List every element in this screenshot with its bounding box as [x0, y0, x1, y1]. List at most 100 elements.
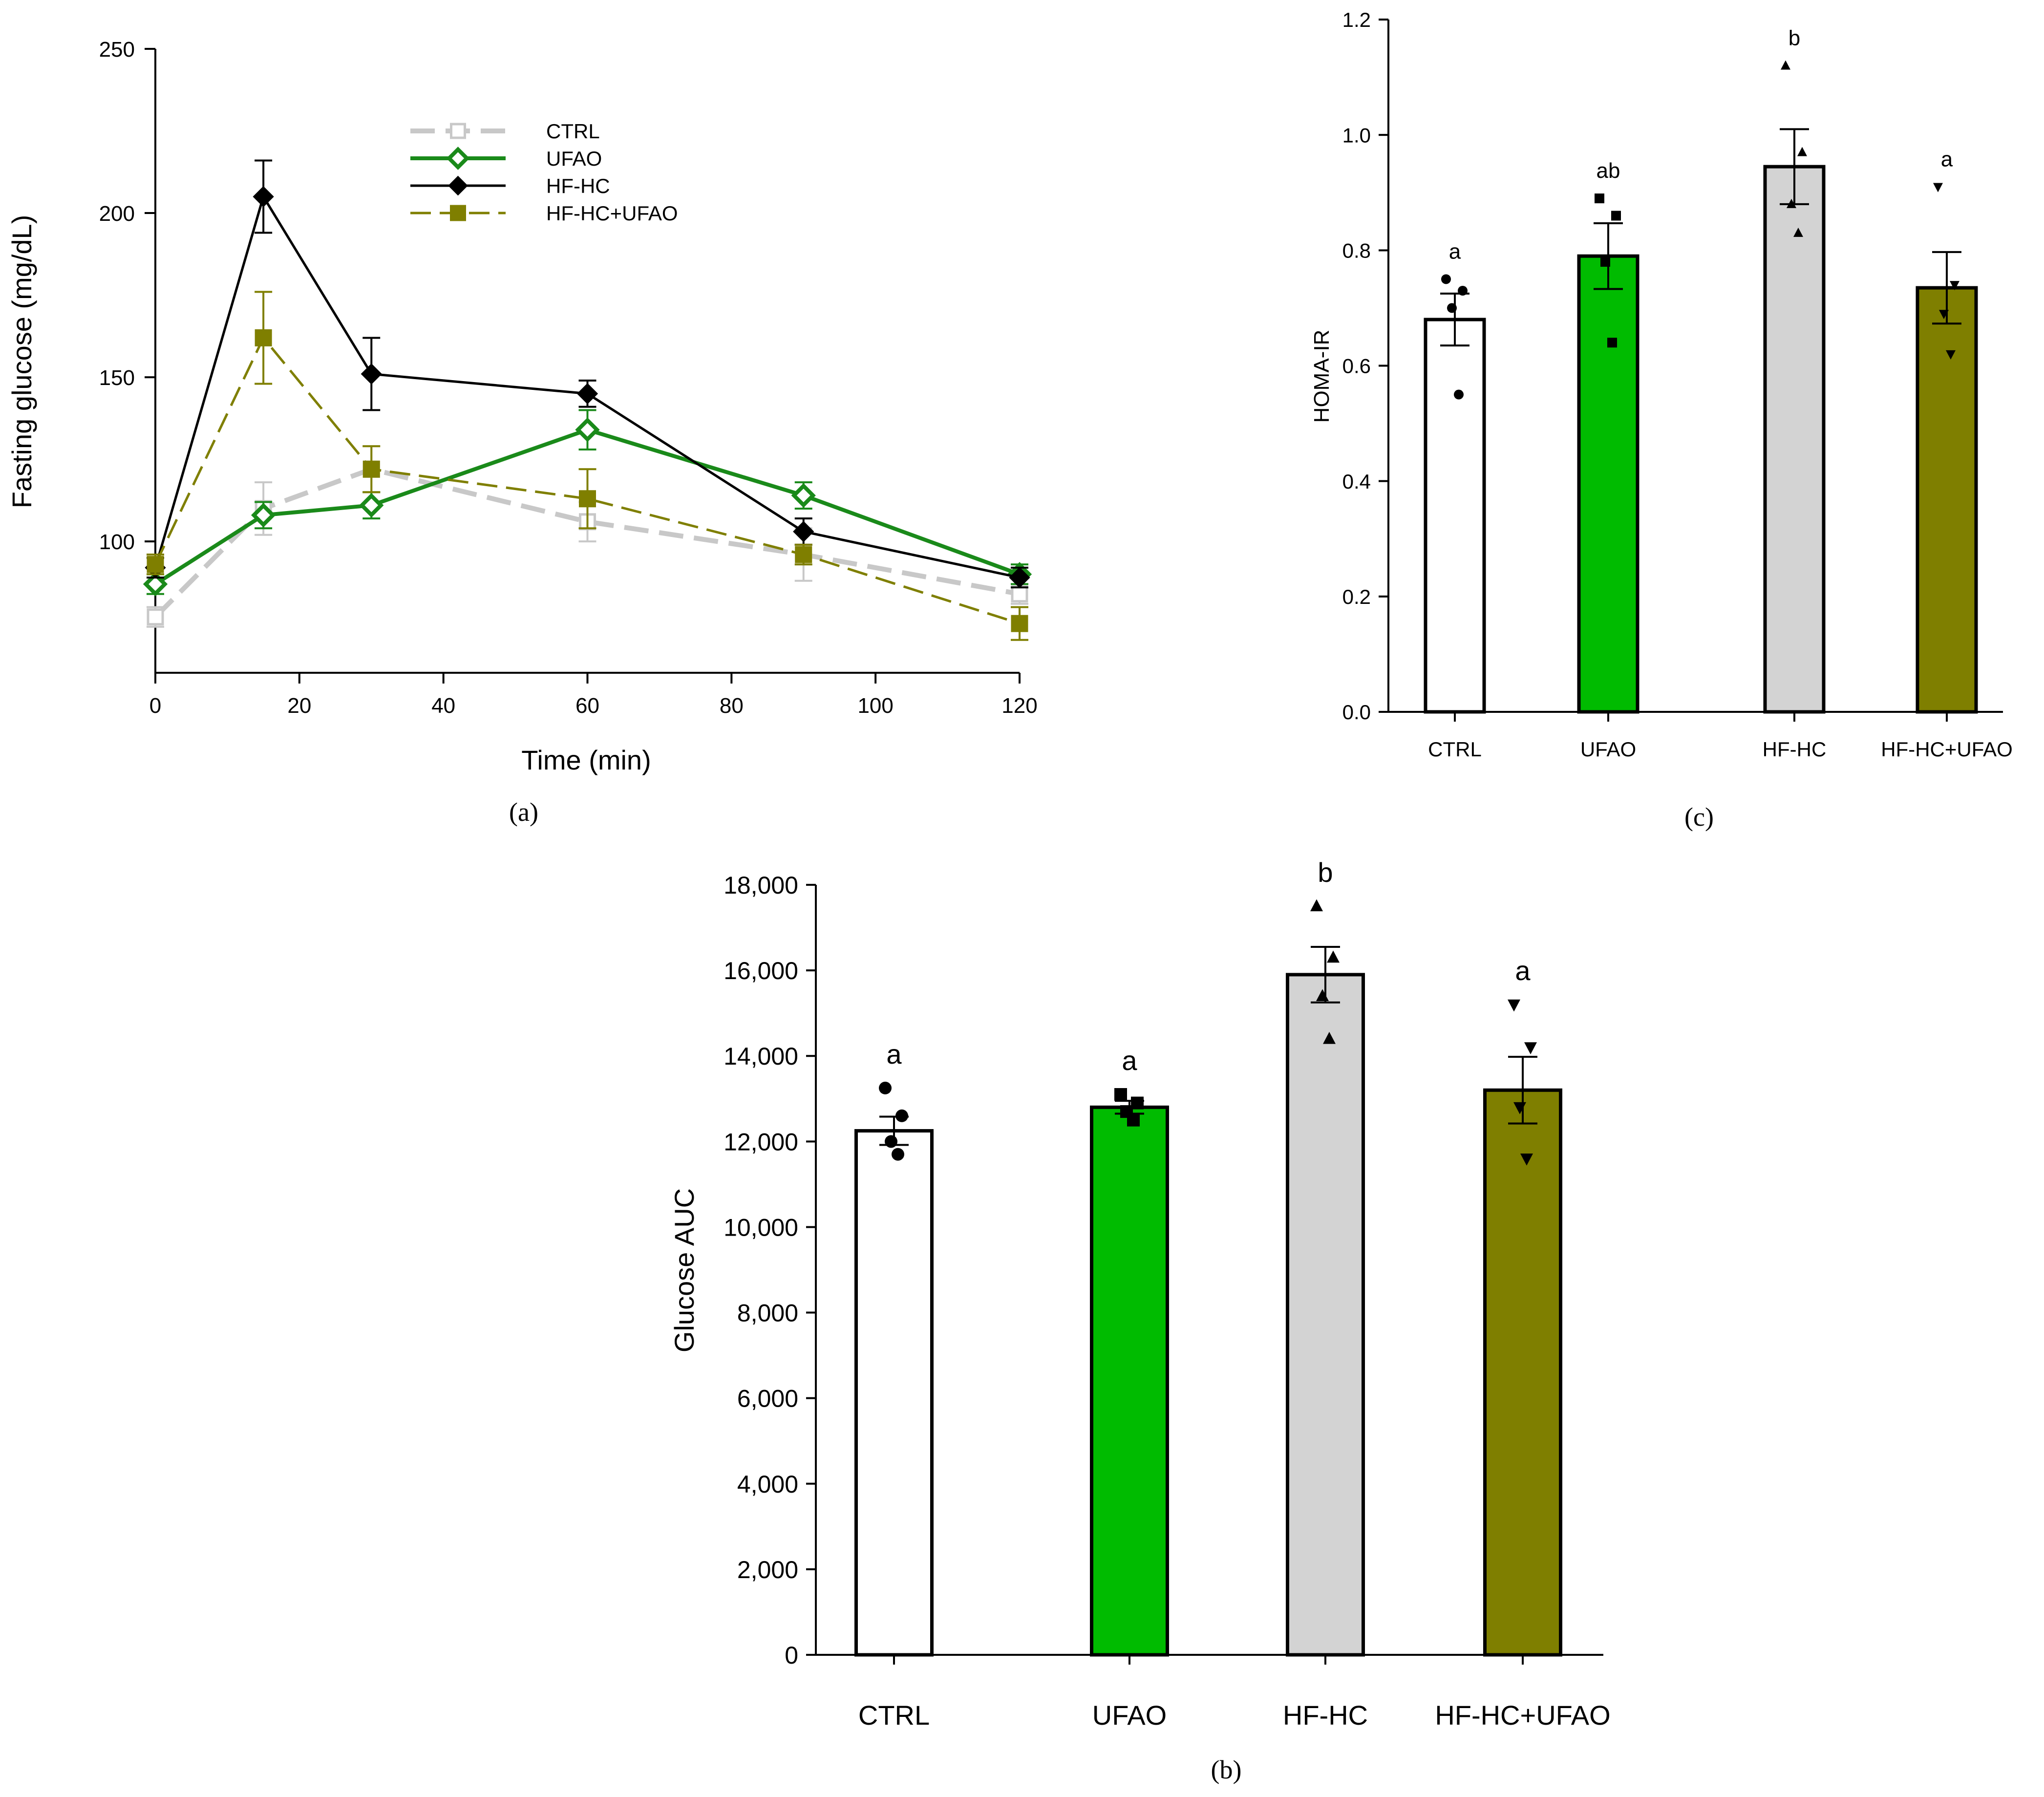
chart-c-data-point [1458, 285, 1468, 296]
chart-a-point [793, 521, 814, 542]
chart-b-bar [1090, 1105, 1169, 1657]
chart-c-bar [1916, 286, 1978, 714]
chart-c-panel-label: (c) [1684, 802, 1714, 832]
chart-a-point [251, 503, 276, 528]
chart-a-point [1011, 585, 1028, 603]
chart-c-data-point [1611, 211, 1621, 221]
chart-b-bar [1483, 1088, 1562, 1657]
chart-b-data-point [1524, 1042, 1537, 1055]
chart-b-panel-label: (b) [1211, 1755, 1242, 1784]
chart-a-point [255, 329, 272, 346]
chart-c-significance-letter: ab [1597, 159, 1620, 183]
chart-a-point [1011, 615, 1028, 632]
chart-a-y-tick-label: 250 [99, 38, 135, 62]
chart-c-data-point [1454, 389, 1464, 400]
chart-b-data-point [1310, 899, 1323, 912]
chart-c-data-point [1441, 274, 1451, 284]
chart-a-point [579, 490, 596, 508]
chart-b-ticks: 0 2,000 4,000 6,000 8,000 10,000 12,000 14,000 1… [724, 872, 816, 1669]
chart-b-data-point [1114, 1088, 1127, 1101]
chart-a-ticks: 0 20 40 60 80 100 120 100 150 200 250 [99, 38, 1038, 718]
chart-a-x-tick-label: 0 [149, 694, 161, 718]
chart-a-point [791, 483, 816, 508]
chart-c-bar-group-hf-hc-ufao: a HF-HC+UFAO [1881, 147, 2013, 761]
legend-marker [450, 123, 466, 139]
chart-b-y-tick-label: 10,000 [724, 1214, 798, 1241]
chart-c-bar [1577, 254, 1639, 714]
chart-b-category-label: HF-HC+UFAO [1435, 1700, 1610, 1731]
chart-a-point [575, 417, 600, 442]
chart-b-category-label: CTRL [858, 1700, 930, 1731]
chart-c-bar-group-ufao: ab UFAO [1577, 159, 1639, 761]
chart-c-y-axis-label: HOMA-IR [1310, 330, 1334, 423]
chart-b-bar [1286, 973, 1365, 1657]
chart-c-bars: a CTRL ab UFAO b HF-HC a HF-HC+UFAO [1424, 26, 2013, 761]
legend-marker [448, 175, 468, 196]
chart-a-x-tick-label: 80 [720, 694, 744, 718]
chart-b-data-point [1327, 950, 1340, 963]
chart-c-ticks: 0.0 0.2 0.4 0.6 0.8 1.0 1.2 [1342, 8, 1388, 724]
chart-a-series [143, 159, 1032, 641]
chart-b-y-tick-label: 2,000 [737, 1556, 798, 1583]
chart-a-line-glucose: 0 20 40 60 80 100 120 100 150 200 250 CTRL UFAO HF-H… [6, 38, 1038, 827]
chart-c-data-point [1939, 310, 1949, 320]
chart-c-data-point [1793, 227, 1803, 237]
legend-label: HF-HC [546, 174, 610, 197]
chart-b-significance-letter: a [1122, 1045, 1137, 1076]
chart-b-y-tick-label: 4,000 [737, 1471, 798, 1498]
chart-a-x-axis-label: Time (min) [521, 745, 651, 775]
chart-a-point [795, 546, 812, 563]
chart-a-point [362, 460, 380, 478]
chart-a-panel-label: (a) [509, 797, 538, 827]
chart-c-y-tick-label: 0.0 [1342, 701, 1371, 724]
chart-a-point [576, 383, 598, 405]
chart-c-y-tick-label: 0.4 [1342, 470, 1371, 493]
chart-c-data-point [1946, 350, 1956, 360]
chart-c-data-point [1787, 198, 1796, 208]
chart-a-series-line [154, 335, 1020, 625]
chart-c-category-label: HF-HC+UFAO [1881, 738, 2013, 761]
chart-a-x-tick-label: 60 [575, 694, 599, 718]
chart-b-y-axis-label: Glucose AUC [669, 1188, 700, 1352]
chart-b-data-point [1131, 1096, 1144, 1110]
chart-c-data-point [1950, 281, 1959, 291]
chart-a-x-tick-label: 120 [1001, 694, 1037, 718]
chart-a-point [147, 608, 164, 626]
chart-c-category-label: HF-HC [1763, 738, 1827, 761]
chart-b-y-tick-label: 16,000 [724, 957, 798, 984]
chart-b-data-point [1316, 989, 1329, 1002]
chart-c-y-tick-label: 0.2 [1342, 585, 1371, 608]
chart-a-y-tick-label: 200 [99, 202, 135, 226]
chart-c-significance-letter: a [1449, 239, 1461, 263]
chart-c-bar-group-hf-hc: b HF-HC [1763, 26, 1827, 761]
chart-c-data-point [1607, 338, 1617, 348]
chart-c-y-tick-label: 1.0 [1342, 124, 1371, 147]
chart-b-y-tick-label: 6,000 [737, 1385, 798, 1412]
chart-a-legend: CTRL UFAO HF-HC HF-HC+UFAO [410, 120, 678, 225]
chart-a-series-hf-hc [145, 159, 1030, 589]
chart-c-data-point [1781, 60, 1790, 70]
legend-label: UFAO [546, 147, 602, 170]
chart-b-data-point [1508, 999, 1520, 1012]
chart-b-y-tick-label: 14,000 [724, 1043, 798, 1070]
chart-b-y-tick-label: 8,000 [737, 1300, 798, 1327]
chart-c-bar-group-ctrl: a CTRL [1424, 239, 1486, 761]
chart-b-significance-letter: a [1515, 955, 1531, 986]
chart-b-data-point [1520, 1153, 1533, 1166]
chart-b-data-point [1323, 1031, 1336, 1044]
chart-b-significance-letter: a [886, 1039, 902, 1070]
chart-a-series-line [154, 428, 1021, 586]
chart-a-x-tick-label: 100 [857, 694, 893, 718]
chart-b-category-label: HF-HC [1283, 1700, 1368, 1731]
chart-c-bar [1424, 318, 1486, 714]
chart-b-bars: a CTRL a UFAO b HF-HC a HF-HC+UFAO [854, 857, 1611, 1731]
chart-c-bar [1763, 165, 1826, 714]
chart-b-bar-group-hf-hc-ufao: a HF-HC+UFAO [1435, 955, 1610, 1731]
chart-a-y-axis-label: Fasting glucose (mg/dL) [6, 215, 37, 509]
chart-b-bar-glucose-auc: 0 2,000 4,000 6,000 8,000 10,000 12,000 14,000 1… [669, 857, 1611, 1784]
chart-b-significance-letter: b [1318, 857, 1333, 888]
chart-a-point [361, 363, 382, 385]
chart-b-axes [815, 885, 1603, 1656]
chart-a-point [253, 186, 274, 208]
legend-marker [446, 147, 470, 170]
